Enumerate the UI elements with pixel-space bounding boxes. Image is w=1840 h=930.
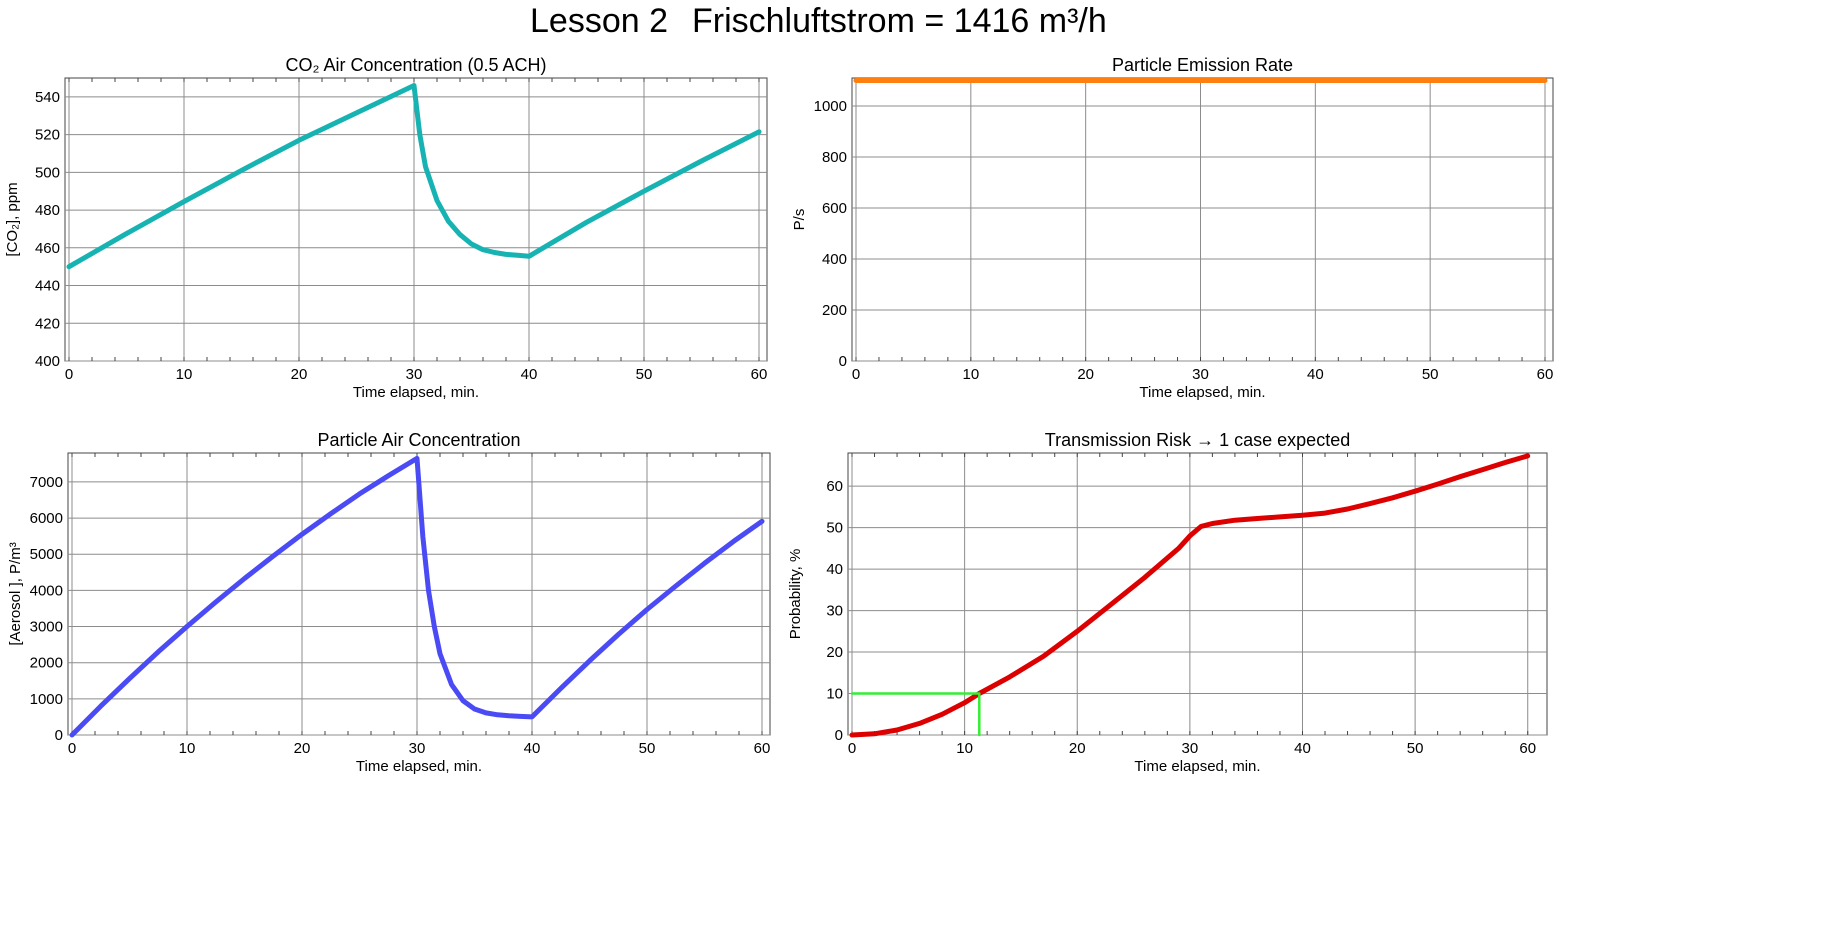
y-tick-label: 4000 — [30, 582, 63, 599]
co2-series-line-0 — [66, 83, 762, 270]
chart-title: Particle Emission Rate — [1112, 55, 1293, 75]
x-tick-label: 10 — [176, 366, 193, 383]
y-tick-label: 0 — [835, 727, 843, 744]
co2-chart: 0 10 20 30 40 50 60 400 420 440 460 480 500 520 540 CO₂… — [4, 55, 768, 401]
y-tick-label: 0 — [839, 353, 847, 370]
y-tick-label: 1000 — [814, 98, 847, 115]
y-axis-label: [CO₂], ppm — [4, 182, 21, 256]
lesson-title: Lesson 2 — [530, 2, 668, 40]
x-tick-label: 40 — [521, 366, 538, 383]
y-tick-label: 540 — [35, 89, 60, 106]
x-tick-label: 50 — [639, 740, 656, 757]
y-tick-label: 800 — [822, 149, 847, 166]
y-tick-label: 7000 — [30, 474, 63, 491]
x-tick-label: 40 — [1307, 366, 1324, 383]
x-tick-label: 0 — [68, 740, 76, 757]
y-tick-label: 2000 — [30, 655, 63, 672]
x-tick-label: 60 — [751, 366, 768, 383]
y-tick-label: 1000 — [30, 691, 63, 708]
chart-title: Transmission Risk → 1 case expected — [1045, 430, 1350, 450]
x-tick-label: 60 — [1519, 740, 1536, 757]
chart-title: Particle Air Concentration — [317, 430, 520, 450]
y-tick-label: 30 — [826, 603, 843, 620]
x-axis-label: Time elapsed, min. — [1134, 758, 1260, 775]
y-tick-label: 520 — [35, 127, 60, 144]
x-tick-label: 50 — [636, 366, 653, 383]
y-tick-label: 5000 — [30, 546, 63, 563]
y-tick-label: 420 — [35, 315, 60, 332]
y-axis-label: Probability, % — [787, 549, 804, 640]
y-axis-label: P/s — [791, 209, 808, 231]
y-tick-label: 400 — [822, 251, 847, 268]
y-tick-label: 40 — [826, 561, 843, 578]
y-tick-label: 10 — [826, 686, 843, 703]
x-tick-label: 10 — [179, 740, 196, 757]
risk-series-line-1 — [850, 692, 981, 737]
y-tick-label: 460 — [35, 240, 60, 257]
risk-chart: 0 10 20 30 40 50 60 0 10 20 30 40 50 60 Transmission R… — [787, 430, 1548, 775]
y-tick-label: 400 — [35, 353, 60, 370]
x-axis-label: Time elapsed, min. — [353, 384, 479, 401]
y-tick-label: 50 — [826, 520, 843, 537]
y-tick-label: 480 — [35, 202, 60, 219]
y-tick-label: 20 — [826, 644, 843, 661]
x-tick-label: 20 — [1069, 740, 1086, 757]
x-axis-label: Time elapsed, min. — [1139, 384, 1265, 401]
x-tick-label: 60 — [754, 740, 771, 757]
y-tick-label: 0 — [55, 727, 63, 744]
x-tick-label: 60 — [1537, 366, 1554, 383]
x-tick-label: 20 — [294, 740, 311, 757]
x-tick-label: 50 — [1407, 740, 1424, 757]
airflow-title: Frischluftstrom = 1416 m³/h — [692, 2, 1107, 40]
y-tick-label: 3000 — [30, 619, 63, 636]
aerosol-chart: 0 10 20 30 40 50 60 0 1000 2000 3000 4000 5000 6000 70… — [7, 430, 771, 775]
x-axis-label: Time elapsed, min. — [356, 758, 482, 775]
x-tick-label: 0 — [848, 740, 856, 757]
x-tick-label: 10 — [962, 366, 979, 383]
x-tick-label: 40 — [1294, 740, 1311, 757]
x-tick-label: 30 — [406, 366, 423, 383]
risk-series-line-0 — [849, 453, 1531, 738]
y-tick-label: 600 — [822, 200, 847, 217]
x-tick-label: 50 — [1422, 366, 1439, 383]
x-tick-label: 20 — [1077, 366, 1094, 383]
x-tick-label: 40 — [524, 740, 541, 757]
y-tick-label: 6000 — [30, 510, 63, 527]
x-tick-label: 30 — [409, 740, 426, 757]
y-tick-label: 60 — [826, 478, 843, 495]
plot-frame — [851, 77, 1554, 362]
x-tick-label: 20 — [291, 366, 308, 383]
aerosol-series-line-0 — [69, 455, 765, 738]
y-tick-label: 200 — [822, 302, 847, 319]
y-tick-label: 440 — [35, 278, 60, 295]
y-axis-label: [Aerosol ], P/m³ — [7, 542, 24, 645]
x-tick-label: 0 — [65, 366, 73, 383]
x-tick-label: 0 — [852, 366, 860, 383]
y-tick-label: 500 — [35, 164, 60, 181]
chart-title: CO₂ Air Concentration (0.5 ACH) — [285, 55, 546, 75]
x-tick-label: 10 — [956, 740, 973, 757]
x-tick-label: 30 — [1192, 366, 1209, 383]
page-title: Lesson 2 Frischluftstrom = 1416 m³/h — [0, 0, 1840, 50]
x-tick-label: 30 — [1182, 740, 1199, 757]
